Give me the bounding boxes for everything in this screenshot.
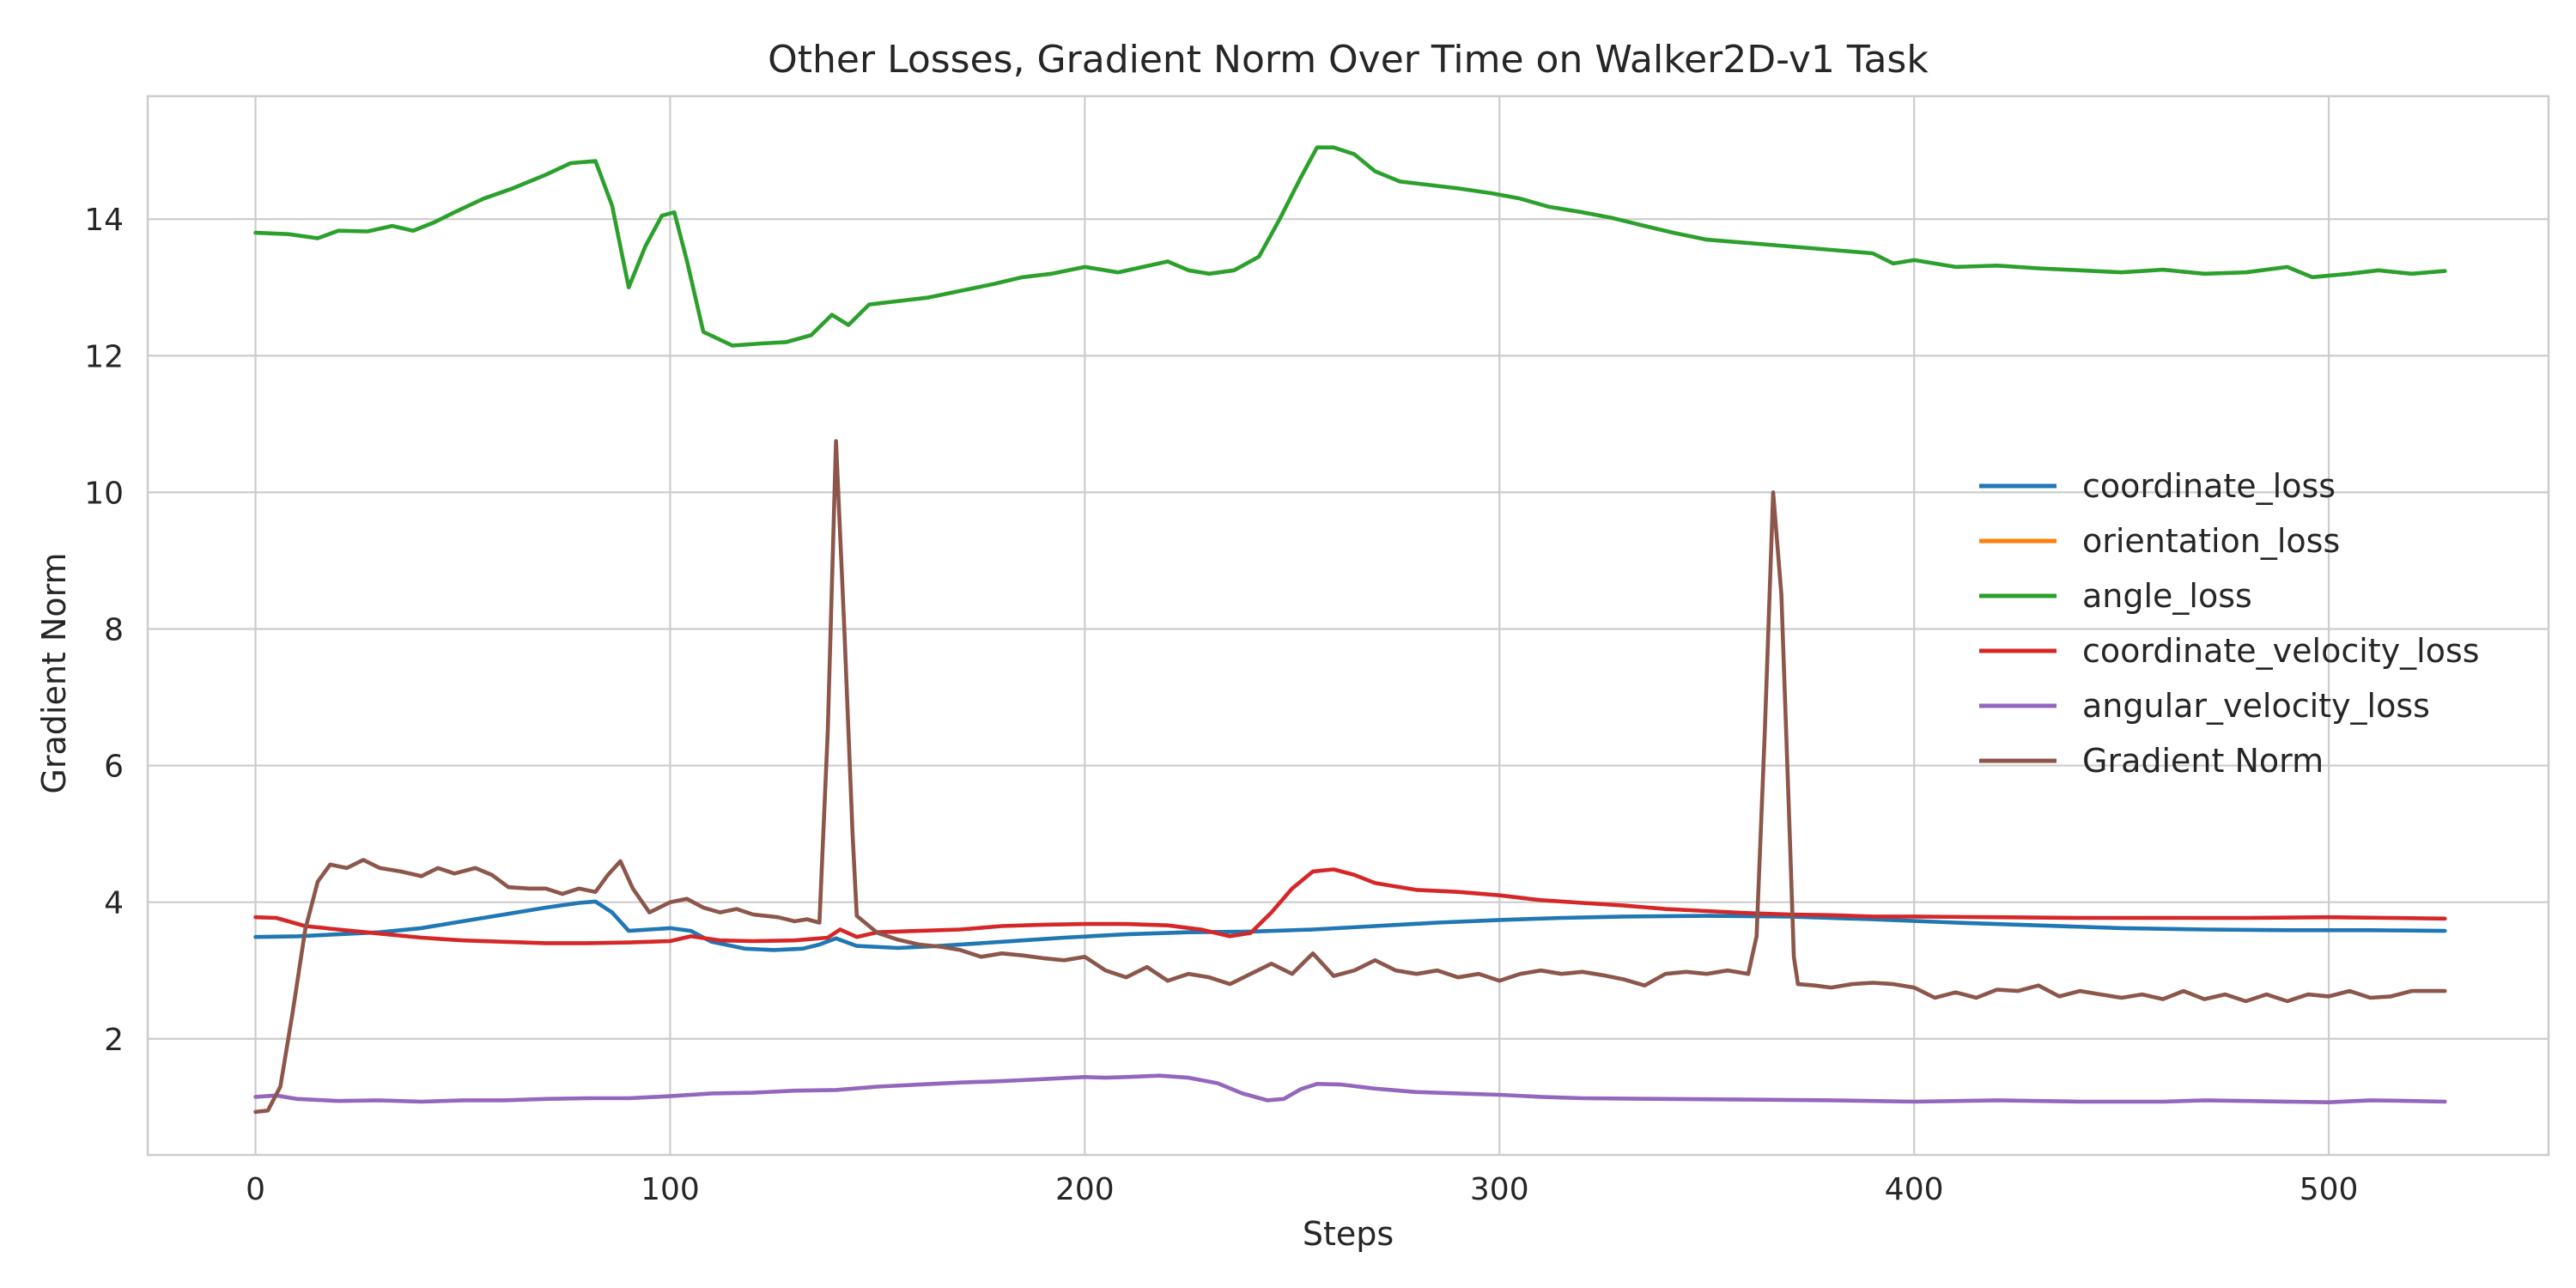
x-axis-label: Steps: [1303, 1215, 1394, 1253]
x-tick-label: 500: [2300, 1172, 2359, 1207]
y-tick-label: 10: [84, 476, 124, 511]
series-line-angular-velocity-loss: [253, 1073, 2447, 1104]
x-tick-label: 400: [1885, 1172, 1944, 1207]
plot-frame: [146, 94, 2550, 1157]
legend-label: orientation_loss: [2082, 522, 2340, 560]
chart-title: Other Losses, Gradient Norm Over Time on…: [768, 38, 1929, 82]
series-line-gradient-norm: [253, 439, 2447, 1115]
x-tick-label: 200: [1055, 1172, 1115, 1207]
legend: coordinate_loss orientation_loss angle_los…: [1979, 467, 2480, 780]
legend-label: coordinate_loss: [2082, 467, 2336, 505]
series-layer: [253, 145, 2447, 1115]
series-line-coordinate-loss: [253, 899, 2447, 952]
series-line-coordinate-velocity-loss: [253, 867, 2447, 945]
y-tick-label: 6: [104, 750, 124, 785]
x-tick-label: 0: [246, 1172, 265, 1207]
y-tick-label: 2: [104, 1023, 124, 1058]
legend-label: angular_velocity_loss: [2082, 687, 2430, 725]
y-tick-label: 8: [104, 612, 124, 647]
y-axis-label: Gradient Norm: [35, 552, 73, 793]
x-tick-label: 100: [641, 1172, 700, 1207]
grid-layer: [148, 96, 2549, 1155]
x-tick-label: 300: [1470, 1172, 1529, 1207]
y-tick-label: 14: [84, 203, 124, 238]
y-tick-label: 4: [104, 886, 124, 921]
y-tick-label: 12: [84, 339, 124, 374]
tick-layer: 0 100 200 300 400 500 2 4 6 8 10 12 14: [84, 203, 2358, 1207]
legend-label: coordinate_velocity_loss: [2082, 632, 2480, 670]
legend-label: angle_loss: [2082, 577, 2252, 615]
series-line-angle-loss: [253, 145, 2447, 348]
legend-label: Gradient Norm: [2082, 742, 2324, 780]
